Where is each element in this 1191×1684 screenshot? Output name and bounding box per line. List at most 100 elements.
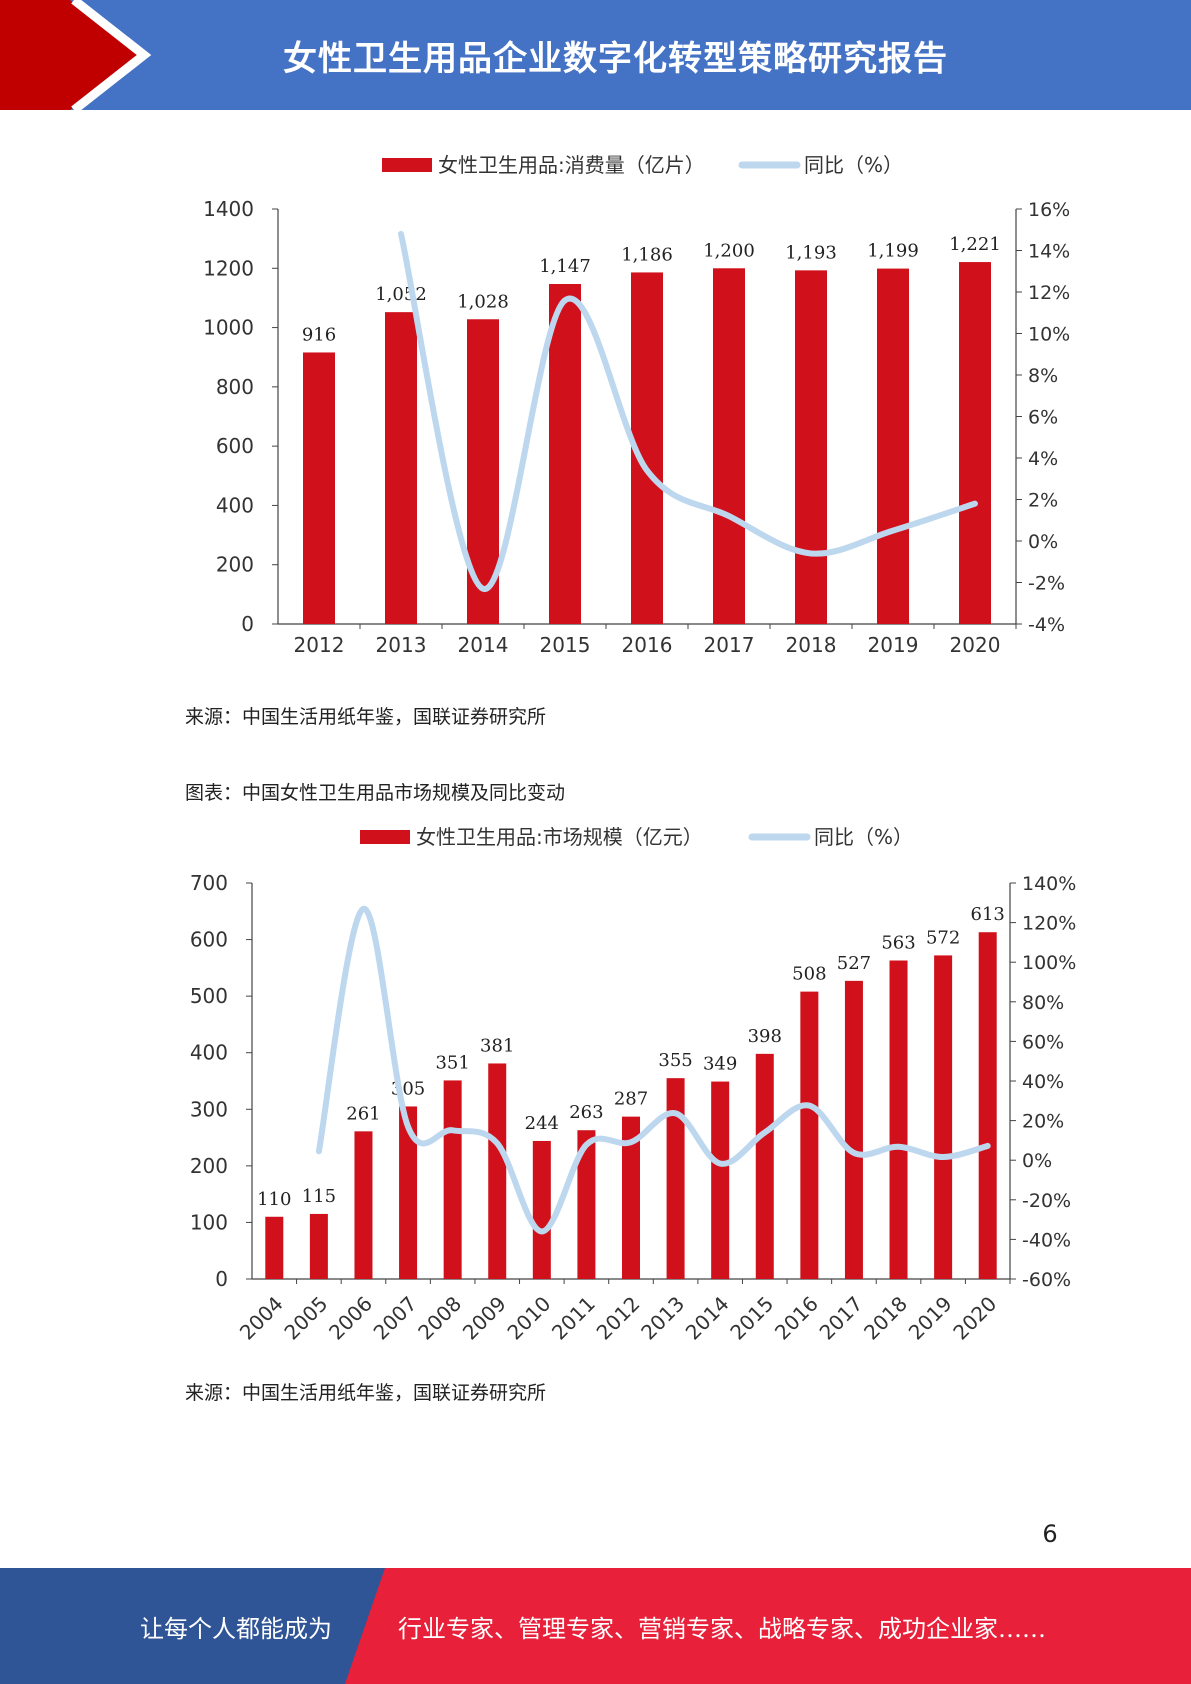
page-number: 6 [1042, 1520, 1058, 1548]
footer-slogan-right: 行业专家、管理专家、营销专家、战略专家、成功企业家…… [398, 1614, 1046, 1643]
x-axis-tick-label: 2017 [704, 633, 755, 657]
yoy-point-2020 [974, 503, 976, 505]
yoy-point-2019 [892, 530, 894, 532]
right-axis-tick-label: -40% [1022, 1229, 1071, 1251]
bar-value-label: 563 [881, 933, 915, 954]
legend-line-label: 同比（%） [804, 153, 903, 177]
x-axis-tick-label: 2015 [725, 1292, 778, 1345]
right-axis-tick-label: 60% [1022, 1031, 1064, 1053]
header-arrow-decoration [0, 0, 152, 110]
yoy-point-2011 [585, 1144, 587, 1146]
bar-2020 [978, 932, 997, 1279]
bar-value-label: 398 [748, 1026, 782, 1047]
x-axis-tick-label: 2020 [950, 633, 1001, 657]
bar-value-label: 1,147 [539, 256, 591, 277]
legend-bar-swatch [382, 158, 432, 172]
bar-value-label: 527 [837, 953, 871, 974]
left-axis-tick-label: 800 [216, 375, 254, 399]
x-axis-tick-label: 2013 [636, 1292, 689, 1345]
yoy-point-2017 [728, 515, 730, 517]
page-title: 女性卫生用品企业数字化转型策略研究报告 [283, 38, 948, 79]
yoy-point-2013 [400, 233, 402, 235]
left-axis-tick-label: 200 [216, 553, 254, 577]
right-axis-tick-label: 0% [1028, 531, 1058, 553]
bar-2019 [877, 268, 909, 624]
bar-2018 [795, 270, 827, 624]
bar-2016 [800, 991, 819, 1279]
footer-background [0, 1568, 1191, 1684]
left-axis-tick-label: 500 [190, 984, 228, 1008]
yoy-point-2019 [942, 1156, 944, 1158]
bar-value-label: 351 [435, 1052, 469, 1073]
left-axis-tick-label: 400 [190, 1041, 228, 1065]
x-axis-tick-label: 2016 [622, 633, 673, 657]
bar-2006 [354, 1131, 373, 1279]
right-axis-tick-label: -20% [1022, 1190, 1071, 1212]
yoy-point-2018 [898, 1146, 900, 1148]
yoy-line [315, 905, 991, 1235]
right-axis-tick-label: 14% [1028, 241, 1070, 263]
bar-2017 [844, 980, 863, 1279]
x-axis-tick-label: 2006 [324, 1292, 377, 1345]
yoy-point-2012 [630, 1141, 632, 1143]
yoy-point-2013 [675, 1112, 677, 1114]
right-axis-tick-label: 140% [1022, 873, 1076, 895]
bar-2012 [303, 352, 335, 624]
x-axis-tick-label: 2017 [815, 1292, 868, 1345]
bar-2014 [711, 1081, 730, 1279]
bar-value-label: 1,199 [867, 241, 919, 262]
right-axis-tick-label: 0% [1022, 1150, 1052, 1172]
bar-2011 [577, 1130, 596, 1279]
bar-2009 [488, 1063, 507, 1279]
x-axis-tick-label: 2018 [786, 633, 837, 657]
bar-2020 [959, 262, 991, 624]
yoy-point-2018 [810, 552, 812, 554]
bar-value-label: 381 [480, 1035, 514, 1056]
yoy-point-2016 [808, 1105, 810, 1107]
left-axis-tick-label: 1200 [203, 256, 254, 280]
bar-2017 [713, 268, 745, 624]
right-axis-tick-label: 120% [1022, 913, 1076, 935]
x-axis-tick-label: 2007 [369, 1292, 422, 1345]
yoy-point-2008 [452, 1129, 454, 1131]
yoy-point-2014 [482, 588, 484, 590]
x-axis-tick-label: 2010 [502, 1292, 555, 1345]
right-axis-tick-label: 2% [1028, 490, 1058, 512]
legend-bar-label: 女性卫生用品:市场规模（亿元） [416, 825, 703, 849]
bar-value-label: 1,052 [375, 284, 427, 305]
yoy-point-2015 [564, 299, 566, 301]
bar-value-label: 349 [703, 1054, 737, 1075]
bar-value-label: 110 [257, 1189, 291, 1210]
legend-line-label: 同比（%） [814, 825, 913, 849]
left-axis-tick-label: 300 [190, 1097, 228, 1121]
x-axis-tick-label: 2013 [376, 633, 427, 657]
bar-value-label: 261 [346, 1103, 380, 1124]
right-axis-tick-label: 80% [1022, 992, 1064, 1014]
page-footer: 让每个人都能成为 行业专家、管理专家、营销专家、战略专家、成功企业家…… [0, 1568, 1191, 1684]
yoy-point-2006 [362, 908, 364, 910]
right-axis-tick-label: 20% [1022, 1111, 1064, 1133]
chart2-source: 来源：中国生活用纸年鉴，国联证券研究所 [185, 1382, 547, 1404]
bar-2012 [622, 1116, 640, 1279]
x-axis-tick-label: 2020 [948, 1292, 1001, 1345]
chart1-source: 来源：中国生活用纸年鉴，国联证券研究所 [185, 706, 547, 728]
bar-2010 [532, 1140, 551, 1279]
x-axis-tick-label: 2009 [458, 1292, 511, 1345]
bar-value-label: 572 [926, 927, 960, 948]
left-axis-tick-label: 1000 [203, 316, 254, 340]
yoy-point-2017 [853, 1152, 855, 1154]
x-axis-tick-label: 2008 [413, 1292, 466, 1345]
x-axis-tick-label: 2012 [592, 1292, 645, 1345]
right-axis-tick-label: -4% [1028, 614, 1065, 636]
x-axis-tick-label: 2019 [904, 1292, 957, 1345]
consumption-chart: 女性卫生用品:消费量（亿片） 同比（%） 0 200 400 600 800 1000 1200… [0, 140, 1191, 670]
chart2-caption: 图表：中国女性卫生用品市场规模及同比变动 [185, 782, 566, 804]
bar-2015 [755, 1053, 774, 1279]
footer-slogan-left: 让每个人都能成为 [140, 1614, 332, 1643]
x-axis-tick-label: 2015 [540, 633, 591, 657]
bar-value-label: 1,028 [457, 291, 509, 312]
left-axis-tick-label: 700 [190, 871, 228, 895]
bar-2019 [934, 955, 953, 1279]
legend-bar-label: 女性卫生用品:消费量（亿片） [438, 153, 705, 177]
bar-2007 [399, 1106, 418, 1279]
